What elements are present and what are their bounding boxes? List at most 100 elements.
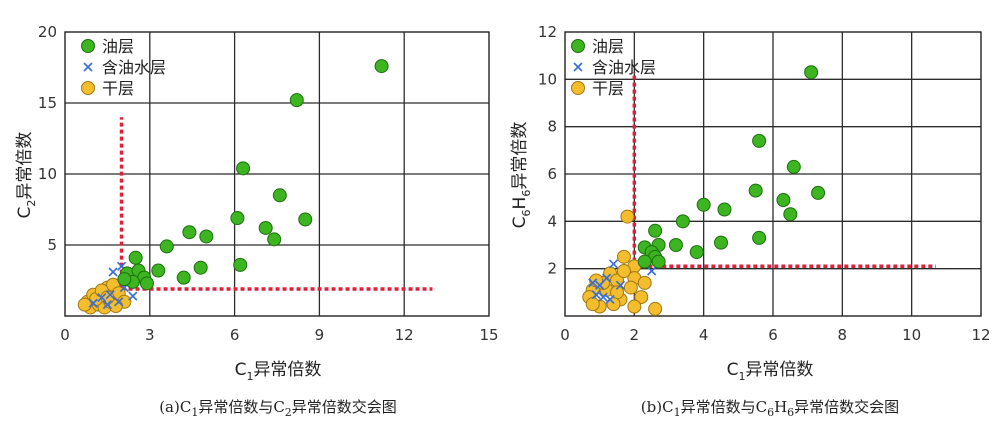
x-tick-label: 3 <box>145 326 155 344</box>
legend-marker-dry <box>571 81 585 95</box>
oil-water-layer-point <box>88 298 98 308</box>
oil-water-layer-point <box>588 278 598 288</box>
oil-layer-point <box>786 159 801 174</box>
oil-layer-point <box>298 212 313 227</box>
legend-label: 含油水层 <box>102 58 166 77</box>
oil-layer-point <box>374 59 389 74</box>
y-tick-label: 10 <box>38 165 57 183</box>
y-tick-label: 5 <box>47 236 57 254</box>
cross-stroke <box>588 278 598 288</box>
oil-layer-point <box>748 183 763 198</box>
oil-layer-point <box>117 272 132 287</box>
dry-layer-point <box>634 290 649 305</box>
oil-water-layer-point <box>108 267 118 277</box>
legend-marker-water <box>83 62 93 72</box>
oil-layer-point <box>258 220 273 235</box>
cross-stroke <box>97 292 107 303</box>
x-axis-label-b: C1异常倍数 <box>727 360 814 383</box>
oil-layer-point <box>648 223 663 238</box>
oil-layer-point <box>752 133 767 148</box>
cross-stroke <box>647 266 657 276</box>
dry-layer-point <box>585 297 600 312</box>
oil-water-layer-point <box>128 291 138 301</box>
y-axis-label-a: C2异常倍数 <box>15 132 38 219</box>
x-tick-label: 4 <box>699 326 709 344</box>
legend-label: 含油水层 <box>592 58 656 77</box>
oil-layer-point <box>783 207 798 222</box>
y-tick-label: 20 <box>38 23 57 41</box>
y-tick-label: 12 <box>538 23 557 41</box>
oil-layer-point <box>151 263 166 278</box>
cross-stroke <box>102 300 113 310</box>
oil-layer-point <box>159 239 174 254</box>
plot-frame-a <box>64 31 490 317</box>
oil-water-layer-point <box>105 290 115 300</box>
oil-layer-point <box>714 235 728 250</box>
oil-water-layer-point <box>647 266 657 276</box>
cross-stroke <box>105 290 115 300</box>
oil-layer-point <box>717 202 732 217</box>
oil-layer-point <box>689 245 704 260</box>
cross-stroke <box>598 292 608 302</box>
cutoff-lines-a <box>119 117 433 291</box>
dry-layer-point <box>616 249 631 264</box>
caption-a: (a)C1异常倍数与C2异常倍数交会图 <box>159 398 397 419</box>
oil-layer-point <box>199 229 214 244</box>
oil-water-layer-point <box>591 290 601 300</box>
oil-layer-point <box>776 193 791 208</box>
x-tick-label: 12 <box>971 326 990 344</box>
caption-b: (b)C1异常倍数与C6H6异常倍数交会图 <box>641 398 899 419</box>
oil-water-layer-point <box>97 292 107 303</box>
oil-layer-point <box>752 230 767 245</box>
cross-stroke <box>128 291 138 301</box>
legend-marker-oil <box>81 39 95 53</box>
oil-layer-point <box>182 225 197 240</box>
legend-marker-dry <box>81 81 95 95</box>
oil-layer-point <box>193 260 208 275</box>
oil-water-layer-point <box>615 280 626 290</box>
x-tick-label: 6 <box>768 326 778 344</box>
y-tick-label: 10 <box>538 70 557 88</box>
oil-layer-point <box>267 232 282 247</box>
x-tick-label: 10 <box>902 326 921 344</box>
cross-stroke <box>591 290 601 300</box>
oil-layer-point <box>675 214 690 229</box>
dry-layer-point <box>637 275 652 290</box>
oil-layer-point <box>272 188 287 203</box>
oil-layer-point <box>804 65 819 80</box>
x-tick-label: 0 <box>560 326 570 344</box>
x-tick-label: 8 <box>838 326 848 344</box>
oil-water-layer-point <box>102 300 113 310</box>
cross-stroke <box>573 62 583 72</box>
x-tick-label: 0 <box>60 326 70 344</box>
oil-water-layer-point <box>601 273 612 283</box>
oil-water-layer-point <box>605 294 615 305</box>
dry-layer-point <box>627 299 642 314</box>
oil-water-layer-point <box>608 259 619 269</box>
data-points-b <box>582 65 826 316</box>
tick-labels-a: 0 3 6 9 12 15 5 10 15 20 <box>38 23 499 344</box>
oil-water-layer-point <box>598 292 608 302</box>
y-tick-label: 8 <box>547 118 557 136</box>
x-tick-label: 9 <box>315 326 325 344</box>
dry-layer-point <box>616 264 631 279</box>
y-tick-label: 4 <box>547 212 557 230</box>
cross-stroke <box>615 280 626 290</box>
oil-layer-point <box>811 185 826 200</box>
oil-layer-point <box>128 250 143 265</box>
plot-frame-b <box>564 31 982 317</box>
cross-stroke <box>601 273 612 283</box>
y-tick-label: 2 <box>547 260 557 278</box>
oil-layer-point <box>668 238 683 252</box>
legend-label: 干层 <box>102 79 134 98</box>
x-tick-label: 12 <box>395 326 414 344</box>
oil-layer-point <box>176 270 191 285</box>
cross-stroke <box>114 297 124 307</box>
oil-layer-point <box>139 276 154 291</box>
legend-label: 油层 <box>592 37 624 56</box>
